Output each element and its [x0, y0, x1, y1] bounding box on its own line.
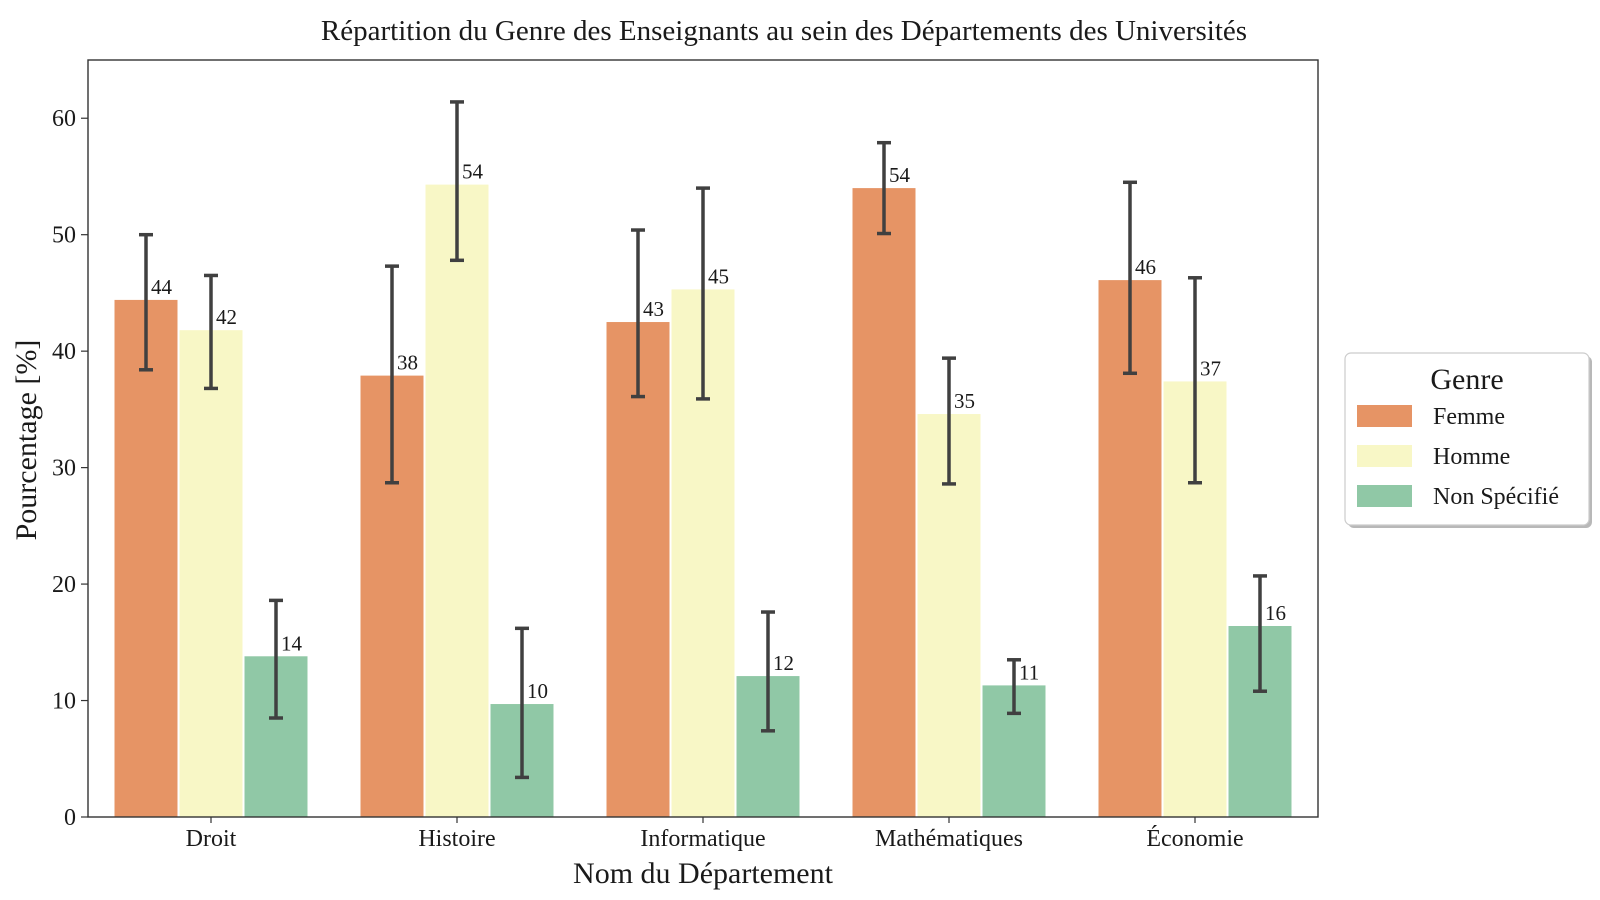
bar-value-label: 16	[1265, 601, 1286, 625]
bar	[114, 299, 178, 817]
y-tick-label: 40	[52, 339, 76, 365]
plot-area: 44 42 14 38 54 10 43 45 12 54 35 11 46 37 16	[114, 100, 1292, 818]
bar-value-label: 43	[643, 297, 664, 321]
bar-value-label: 12	[773, 651, 794, 675]
bar	[852, 188, 916, 818]
x-tick-label: Mathématiques	[875, 826, 1023, 852]
legend: Genre Femme Homme Non Spécifié	[1344, 352, 1592, 528]
x-tick-label: Informatique	[640, 826, 765, 852]
bar-value-label: 10	[527, 679, 548, 703]
y-tick-label: 10	[52, 689, 76, 715]
legend-swatch	[1357, 405, 1412, 427]
bar	[179, 330, 243, 817]
legend-title: Genre	[1430, 363, 1503, 396]
bar	[425, 184, 489, 818]
bar-value-label: 45	[708, 264, 729, 288]
chart-title: Répartition du Genre des Enseignants au …	[321, 15, 1247, 47]
bar-value-label: 14	[281, 631, 303, 655]
legend-swatch	[1357, 485, 1412, 507]
bar-value-label: 11	[1019, 660, 1039, 684]
y-tick-label: 20	[52, 572, 76, 598]
bar-value-label: 37	[1200, 356, 1221, 380]
legend-items: Femme Homme Non Spécifié	[1357, 404, 1559, 510]
y-tick-label: 50	[52, 223, 76, 249]
bar-value-label: 38	[397, 351, 418, 375]
bar	[606, 322, 670, 817]
y-tick-label: 30	[52, 456, 76, 482]
legend-label: Femme	[1433, 404, 1505, 430]
x-tick-label: Économie	[1146, 826, 1243, 852]
bar-value-label: 54	[462, 160, 484, 184]
axis-ticks: 0 10 20 30 40 50 60 Droit Histoire Informatique Ma…	[52, 106, 1244, 852]
x-tick-label: Histoire	[418, 826, 495, 852]
bar-value-label: 46	[1135, 255, 1156, 279]
bar-value-label: 54	[889, 163, 911, 187]
legend-label: Homme	[1433, 444, 1510, 470]
bar-value-label: 35	[954, 389, 975, 413]
x-axis-label: Nom du Département	[573, 857, 834, 890]
x-tick-label: Droit	[186, 826, 237, 852]
bar-value-label: 44	[151, 275, 173, 299]
legend-swatch	[1357, 445, 1412, 467]
y-tick-label: 60	[52, 106, 76, 132]
legend-box	[1344, 352, 1590, 526]
legend-label: Non Spécifié	[1433, 484, 1559, 510]
y-axis-label: Pourcentage [%]	[10, 340, 43, 541]
y-tick-label: 0	[64, 805, 76, 831]
bar-value-label: 42	[216, 305, 237, 329]
